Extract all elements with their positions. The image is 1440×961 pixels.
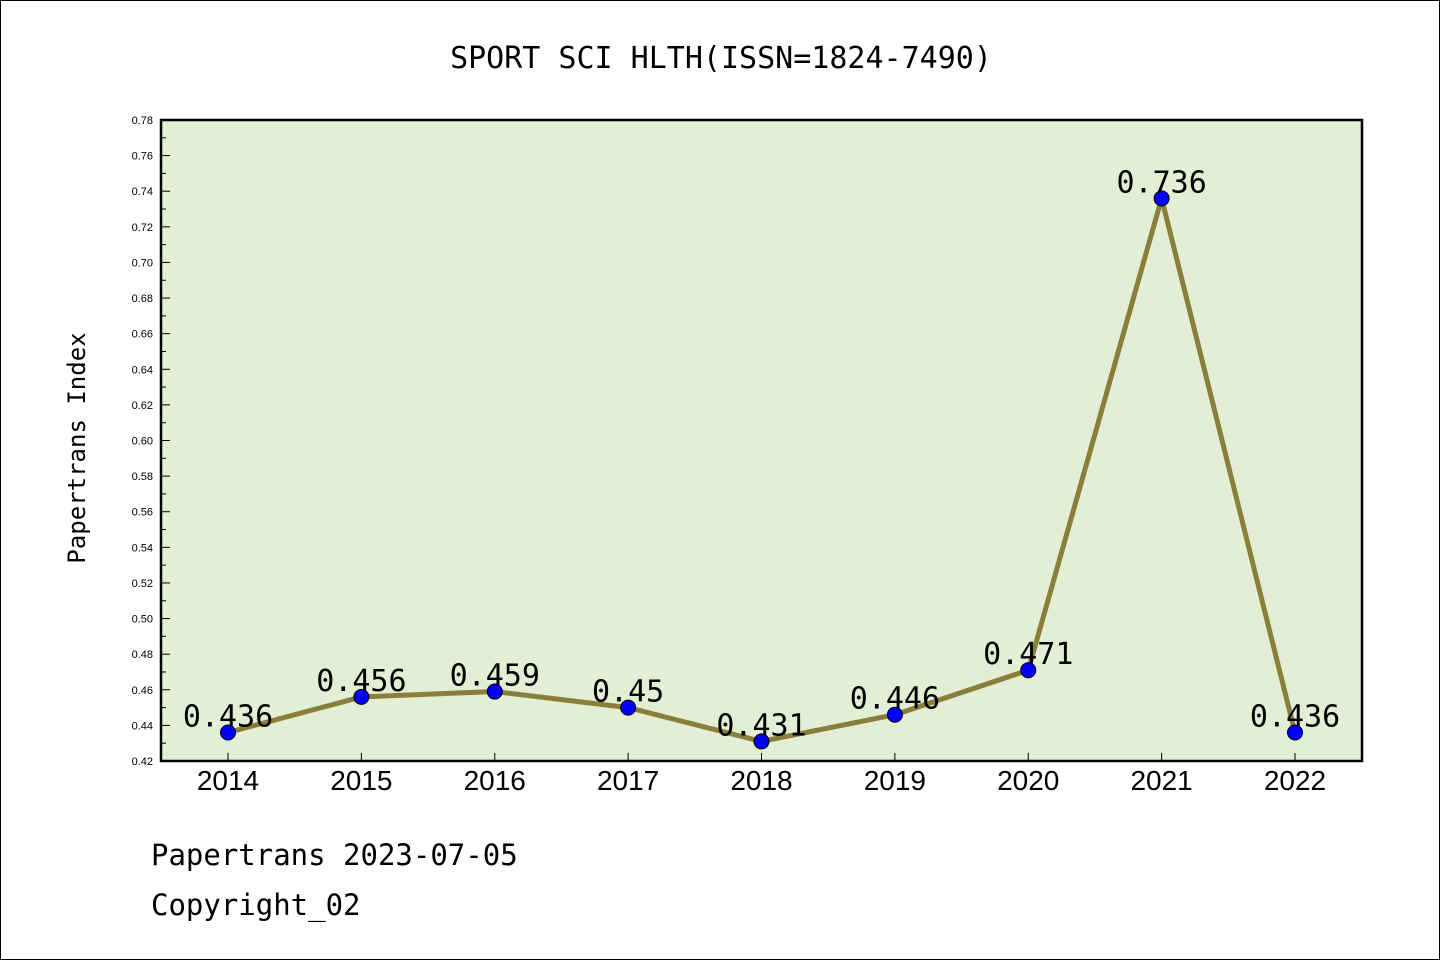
x-tick-label: 2015 [330,765,392,796]
footer-date: Papertrans 2023-07-05 [151,838,518,872]
y-tick-label: 0.68 [132,293,153,305]
footer-copyright: Copyright_02 [151,888,361,923]
y-tick-label: 0.48 [132,649,153,661]
x-tick-label: 2019 [864,765,926,796]
data-label: 0.456 [316,664,406,699]
x-tick-label: 2017 [597,765,659,796]
x-tick-label: 2022 [1264,765,1326,796]
y-axis: 0.42 0.44 0.46 0.48 0.50 0.52 0.54 0.56 0.58 0.60… [132,115,170,768]
data-label: 0.471 [983,637,1073,672]
y-tick-label: 0.54 [132,542,153,554]
y-tick-label: 0.64 [132,364,153,376]
data-label: 0.45 [592,675,664,710]
y-tick-label: 0.70 [132,257,153,269]
y-tick-label: 0.50 [132,614,153,626]
data-label: 0.459 [450,659,540,694]
data-point [353,688,370,705]
series-markers [220,190,1303,750]
x-axis: 2014 2015 2016 2017 2018 2019 2020 2021 2022 [197,753,1326,796]
x-tick-label: 2021 [1130,765,1192,796]
data-label: 0.446 [850,682,940,717]
plot-border [159,118,1364,763]
x-tick-label: 2014 [197,765,259,796]
y-tick-label: 0.52 [132,578,153,590]
y-tick-label: 0.46 [132,685,153,697]
data-label: 0.431 [716,708,806,743]
data-label: 0.436 [1250,700,1340,735]
y-tick-label: 0.58 [132,471,153,483]
data-point [1020,662,1037,679]
y-tick-label: 0.56 [132,507,153,519]
y-axis-label: Papertrans Index [63,332,91,563]
data-point [220,724,236,741]
chart-title: SPORT SCI HLTH(ISSN=1824-7490) [450,41,992,76]
data-point [1153,190,1170,207]
data-point [886,706,903,723]
data-labels: 0.436 0.456 0.459 0.45 0.431 0.446 0.471 0.736 0… [183,165,1340,743]
x-tick-label: 2016 [464,765,526,796]
y-tick-label: 0.78 [132,115,153,127]
y-tick-label: 0.66 [132,329,153,341]
y-tick-label: 0.76 [132,151,153,163]
data-label: 0.436 [183,700,273,735]
y-tick-label: 0.62 [132,400,153,412]
data-label: 0.736 [1116,165,1206,200]
y-tick-label: 0.42 [132,756,153,768]
data-point [753,733,770,750]
y-tick-label: 0.72 [132,222,153,234]
y-tick-label: 0.74 [132,186,153,198]
data-point [620,699,637,716]
x-tick-label: 2018 [730,765,792,796]
y-tick-label: 0.60 [132,436,153,448]
data-point [486,683,503,700]
x-tick-label: 2020 [997,765,1059,796]
plot-area [161,120,1362,761]
data-point [1287,724,1303,741]
y-tick-label: 0.44 [132,720,153,732]
